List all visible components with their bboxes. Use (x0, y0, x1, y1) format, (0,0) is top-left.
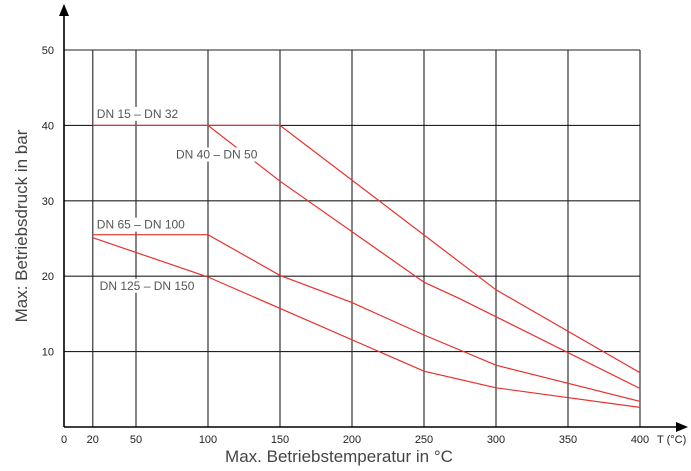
series-labels: DN 15 – DN 32 DN 40 – DN 50 DN 65 – DN 100… (94, 106, 260, 293)
y-tick-label-40: 40 (42, 120, 54, 132)
y-tick-label-30: 30 (42, 196, 54, 208)
series-label-1: DN 15 – DN 32 (97, 107, 179, 121)
series-label-bg-1 (94, 106, 181, 121)
series-label-bg-3 (94, 217, 187, 232)
x-tick-label-350: 350 (559, 434, 577, 446)
series-label-bg-4 (97, 278, 197, 293)
series-line-1 (92, 124, 641, 374)
x-tick-label-20: 20 (87, 434, 99, 446)
axes-layer (59, 4, 688, 432)
y-axis-title: Max: Betriebsdruck in bar (12, 129, 31, 322)
x-tick-label-400: 400 (631, 434, 649, 446)
series-layer (92, 124, 641, 408)
series-label-bg-2 (174, 147, 260, 162)
x-tick-label-50: 50 (130, 434, 142, 446)
x-tick-label-250: 250 (415, 434, 433, 446)
y-axis-arrow (59, 4, 69, 16)
y-tick-label-10: 10 (42, 347, 54, 359)
y-tick-label-20: 20 (42, 271, 54, 283)
grid-layer (64, 49, 641, 427)
series-label-3: DN 65 – DN 100 (97, 218, 185, 232)
x-tick-label-100: 100 (199, 434, 217, 446)
series-label-2: DN 40 – DN 50 (176, 148, 258, 162)
x-tick-label-150: 150 (271, 434, 289, 446)
series-line-4 (92, 237, 641, 408)
x-unit-label: T (°C) (657, 434, 686, 446)
series-line-3 (92, 234, 641, 402)
tick-labels: 0 20 50 100 150 200 250 300 350 400 10 20 30 40 50 (42, 45, 649, 446)
x-tick-label-200: 200 (343, 434, 361, 446)
series-line-2 (207, 124, 641, 390)
x-tick-label-300: 300 (487, 434, 505, 446)
x-axis-title: Max. Betriebstemperatur in °C (225, 447, 453, 466)
series-label-4: DN 125 – DN 150 (100, 279, 195, 293)
x-tick-label-0: 0 (61, 434, 67, 446)
x-axis-arrow (676, 422, 688, 432)
y-tick-label-50: 50 (42, 45, 54, 57)
